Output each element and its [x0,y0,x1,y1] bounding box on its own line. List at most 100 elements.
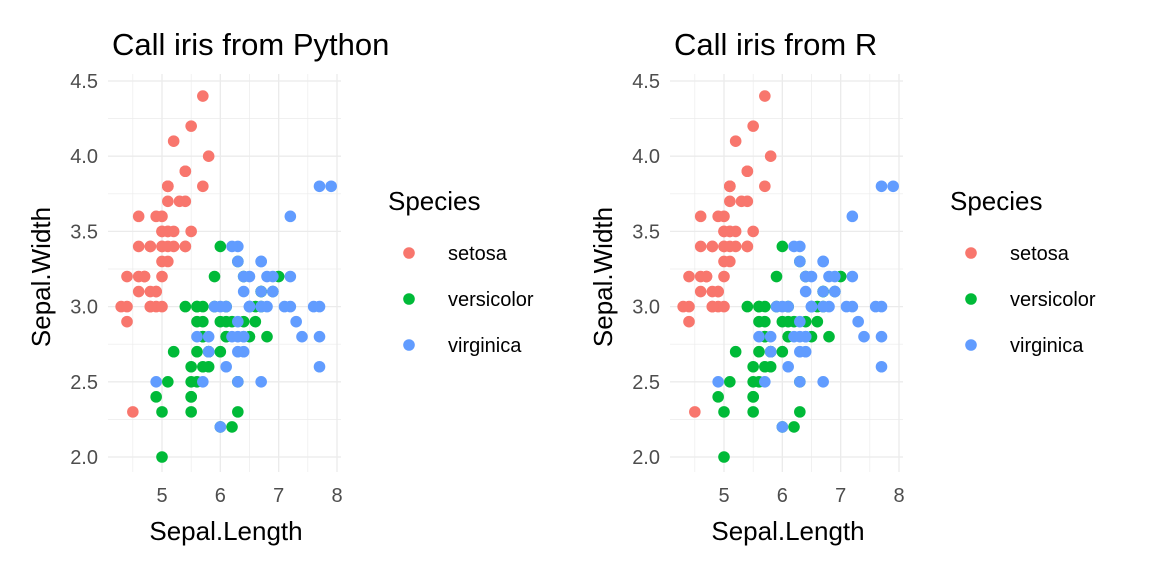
point-versicolor [191,345,203,358]
point-versicolor [776,315,789,328]
point-virginica [214,421,227,433]
point-virginica [232,376,244,388]
legend-label-virginica: virginica [448,335,522,357]
y-tick-label: 4.0 [632,146,660,168]
point-virginica [261,270,273,283]
point-versicolor [776,345,789,358]
point-virginica [712,376,724,388]
chart-panel-1: 2.0 2.5 3.0 3.5 4.0 4.5 5 6 7 8 Call iris from Pyt… [26,27,534,546]
point-setosa [132,285,145,298]
point-virginica [794,376,806,388]
point-setosa [718,300,730,313]
y-tick-label: 2.0 [70,447,98,469]
y-tick-label: 3.5 [70,221,98,243]
point-virginica [794,255,806,268]
x-axis-label: Sepal.Length [149,516,302,546]
point-versicolor [747,360,759,373]
point-versicolor [794,406,806,418]
point-virginica [313,330,326,343]
series-virginica [712,180,899,433]
point-setosa [747,225,759,238]
point-setosa [683,270,695,283]
point-versicolor [185,360,197,373]
y-tick-label: 4.0 [70,146,98,168]
legend-label-virginica: virginica [1010,335,1084,357]
y-axis-label: Sepal.Width [588,207,618,347]
point-virginica [325,180,337,193]
point-virginica [799,285,812,298]
point-versicolor [156,451,168,463]
y-tick-label: 3.5 [632,221,660,243]
point-versicolor [261,330,273,343]
point-setosa [694,285,707,298]
point-virginica [296,330,308,343]
point-setosa [156,225,168,238]
point-setosa [724,195,736,208]
point-setosa [185,120,197,132]
legend: Species setosa versicolor virginica [388,186,534,357]
chart-title: Call iris from Python [112,27,389,62]
point-versicolor [770,270,783,283]
series-setosa [115,90,215,418]
point-versicolor [811,315,824,328]
legend-label-versicolor: versicolor [448,289,534,311]
point-versicolor [712,391,724,403]
point-versicolor [718,451,730,463]
point-virginica [255,255,267,268]
point-virginica [220,360,232,373]
point-versicolor [823,330,835,343]
point-virginica [799,270,812,283]
point-virginica [875,360,888,373]
point-setosa [202,150,215,162]
point-setosa [724,240,736,253]
point-setosa [718,255,730,268]
point-setosa [706,240,719,253]
point-setosa [718,270,730,283]
point-versicolor [197,300,209,313]
point-setosa [162,195,174,208]
point-setosa [747,120,759,132]
point-setosa [156,255,168,268]
point-virginica [794,330,806,343]
legend-key-versicolor [965,293,977,305]
point-virginica [202,330,215,343]
point-versicolor [718,406,730,418]
point-virginica [770,300,783,313]
point-virginica [846,300,859,313]
point-setosa [144,300,157,313]
point-versicolor [747,376,759,388]
point-virginica [887,180,899,193]
point-virginica [191,330,203,343]
point-setosa [173,195,186,208]
point-setosa [683,315,695,328]
legend-label-versicolor: versicolor [1010,289,1096,311]
point-virginica [782,360,794,373]
point-setosa [764,150,777,162]
point-setosa [735,195,748,208]
legend-key-virginica [965,339,977,351]
point-versicolor [179,300,192,313]
point-virginica [284,300,297,313]
point-virginica [284,210,297,223]
point-setosa [741,240,754,253]
x-tick-label: 7 [273,485,284,507]
legend-key-setosa [403,247,415,259]
point-setosa [127,406,139,418]
point-virginica [313,360,326,373]
point-virginica [232,255,244,268]
point-setosa [132,270,145,283]
point-virginica [817,300,829,313]
point-versicolor [724,376,736,388]
point-setosa [197,180,209,193]
point-virginica [817,255,829,268]
point-setosa [759,180,771,193]
series-setosa [677,90,777,418]
point-versicolor [249,315,262,328]
point-setosa [179,165,192,178]
point-setosa [197,90,209,102]
point-versicolor [150,391,162,403]
point-setosa [121,315,133,328]
point-virginica [226,240,238,253]
point-versicolor [776,240,789,253]
